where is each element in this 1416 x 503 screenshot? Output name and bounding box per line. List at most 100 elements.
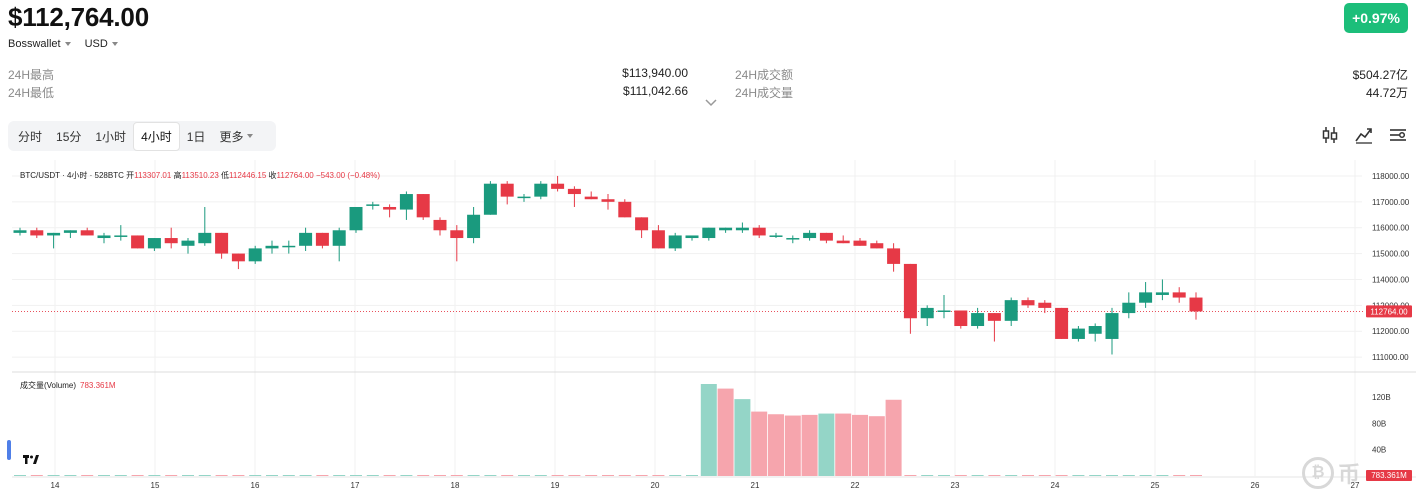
candle-body (315, 232, 329, 246)
chart-type-icon[interactable] (1354, 125, 1374, 145)
watermark-coin-icon: ₿ (1302, 457, 1334, 489)
volume-bar (282, 475, 295, 476)
volume-bar (954, 475, 967, 476)
candle-body (920, 307, 934, 319)
volume-legend-value: 783.361M (80, 381, 116, 390)
candle-body (853, 240, 867, 246)
legend-close: 112764.00 (276, 171, 314, 180)
timeframe-tabs: 分时 15分 1小时 4小时 1日 更多 (8, 121, 276, 151)
volume-bar (14, 475, 26, 476)
time-tick-label: 24 (1051, 481, 1060, 490)
candle-body (399, 194, 413, 210)
candle-body (1139, 292, 1153, 303)
indicator-icon[interactable] (1320, 125, 1340, 145)
candle-body (1038, 302, 1052, 308)
time-tick-label: 15 (151, 481, 160, 490)
price-tick-label: 116000.00 (1372, 224, 1410, 233)
chevron-down-icon (247, 134, 254, 138)
volume-bar (717, 388, 734, 476)
price-tick-label: 114000.00 (1372, 275, 1410, 284)
candle-body (651, 230, 665, 249)
volume-bar (835, 413, 852, 476)
legend-symbol: BTC/USDT · 4小时 · 528BTC (20, 171, 124, 180)
volume-bar (1089, 475, 1102, 476)
tab-timeframe-15m[interactable]: 15分 (56, 129, 82, 144)
turnover-label: 24H成交额 (735, 68, 794, 82)
volume-bar (618, 475, 631, 476)
candle-body (903, 263, 917, 319)
volume-bar (81, 475, 94, 476)
candle-body (198, 232, 212, 244)
candle-body (332, 230, 346, 246)
volume-bar (534, 475, 547, 476)
candle-body (248, 248, 262, 262)
candle-body (416, 194, 430, 218)
candle-body (954, 310, 968, 327)
tab-timeframe-1h[interactable]: 1小时 (95, 129, 127, 144)
tab-timeframe-line[interactable]: 分时 (18, 129, 43, 144)
volume-bar (801, 414, 818, 476)
candle-body (551, 183, 565, 189)
volume-bar (852, 414, 868, 476)
candle-body (1105, 313, 1119, 339)
volume-bar (383, 475, 396, 476)
candle-body (450, 230, 464, 239)
candle-body (1189, 297, 1203, 312)
volume-bar (971, 475, 984, 476)
volume-bar (47, 475, 60, 476)
drawing-tools-toggle[interactable] (7, 440, 11, 460)
volume-bar (249, 475, 262, 476)
volume-bar (921, 475, 934, 476)
candle-body (500, 183, 514, 197)
candlestick-chart[interactable]: 118000.00 117000.00 116000.00 115000.00 1140… (0, 158, 1416, 503)
volume-current-tag (1366, 470, 1412, 481)
volume-bar (1139, 475, 1152, 476)
candle-body (1004, 300, 1018, 321)
settings-icon[interactable] (1388, 125, 1408, 145)
volume-tick-label: 80B (1372, 419, 1386, 428)
volume-label: 24H成交量 (735, 86, 794, 100)
volume-bar (518, 475, 530, 476)
low-value: $111,042.66 (623, 84, 688, 98)
volume-bar (434, 475, 446, 476)
legend-low: 112446.15 (229, 171, 267, 180)
price-tick-label: 112000.00 (1372, 327, 1410, 336)
candle-body (483, 183, 497, 215)
time-tick-label: 20 (651, 481, 660, 490)
time-tick-label: 19 (551, 481, 560, 490)
candle-body (80, 230, 94, 236)
candle-body (30, 230, 44, 236)
exchange-select[interactable]: Bosswallet (8, 38, 71, 50)
candle-body (282, 245, 296, 248)
currency-select[interactable]: USD (85, 38, 118, 50)
candle-body (534, 183, 548, 197)
volume-bar (938, 475, 950, 476)
chart-legend: BTC/USDT · 4小时 · 528BTC 开113307.01 高1135… (20, 170, 380, 181)
volume-bar (734, 399, 751, 476)
expand-chevron-icon[interactable] (705, 99, 717, 107)
volume-bar (652, 475, 665, 476)
time-tick-label: 25 (1151, 481, 1160, 490)
candle-body (719, 227, 733, 231)
low-label: 24H最低 (8, 86, 55, 100)
tab-timeframe-1d[interactable]: 1日 (186, 129, 206, 144)
candle-body (131, 235, 145, 249)
market-selectors: Bosswallet USD (8, 38, 118, 50)
candle-body (601, 199, 615, 202)
time-tick-label: 17 (351, 481, 360, 490)
volume-bar (148, 475, 161, 476)
volume-bar (885, 399, 902, 476)
candle-body (887, 248, 901, 264)
candle-body (584, 196, 598, 200)
candle-body (517, 196, 531, 199)
current-price-tag (1366, 305, 1412, 318)
volume-legend: 成交量(Volume) 783.361M (20, 380, 116, 391)
volume-bar (602, 475, 614, 476)
volume-bar (400, 475, 413, 476)
legend-low-label: 低 (221, 171, 230, 180)
more-timeframes-button[interactable]: 更多 (212, 123, 260, 150)
tab-timeframe-4h[interactable]: 4小时 (133, 121, 180, 151)
candle-body (635, 217, 649, 231)
candle-body (1071, 328, 1085, 339)
volume-bar (904, 475, 917, 476)
